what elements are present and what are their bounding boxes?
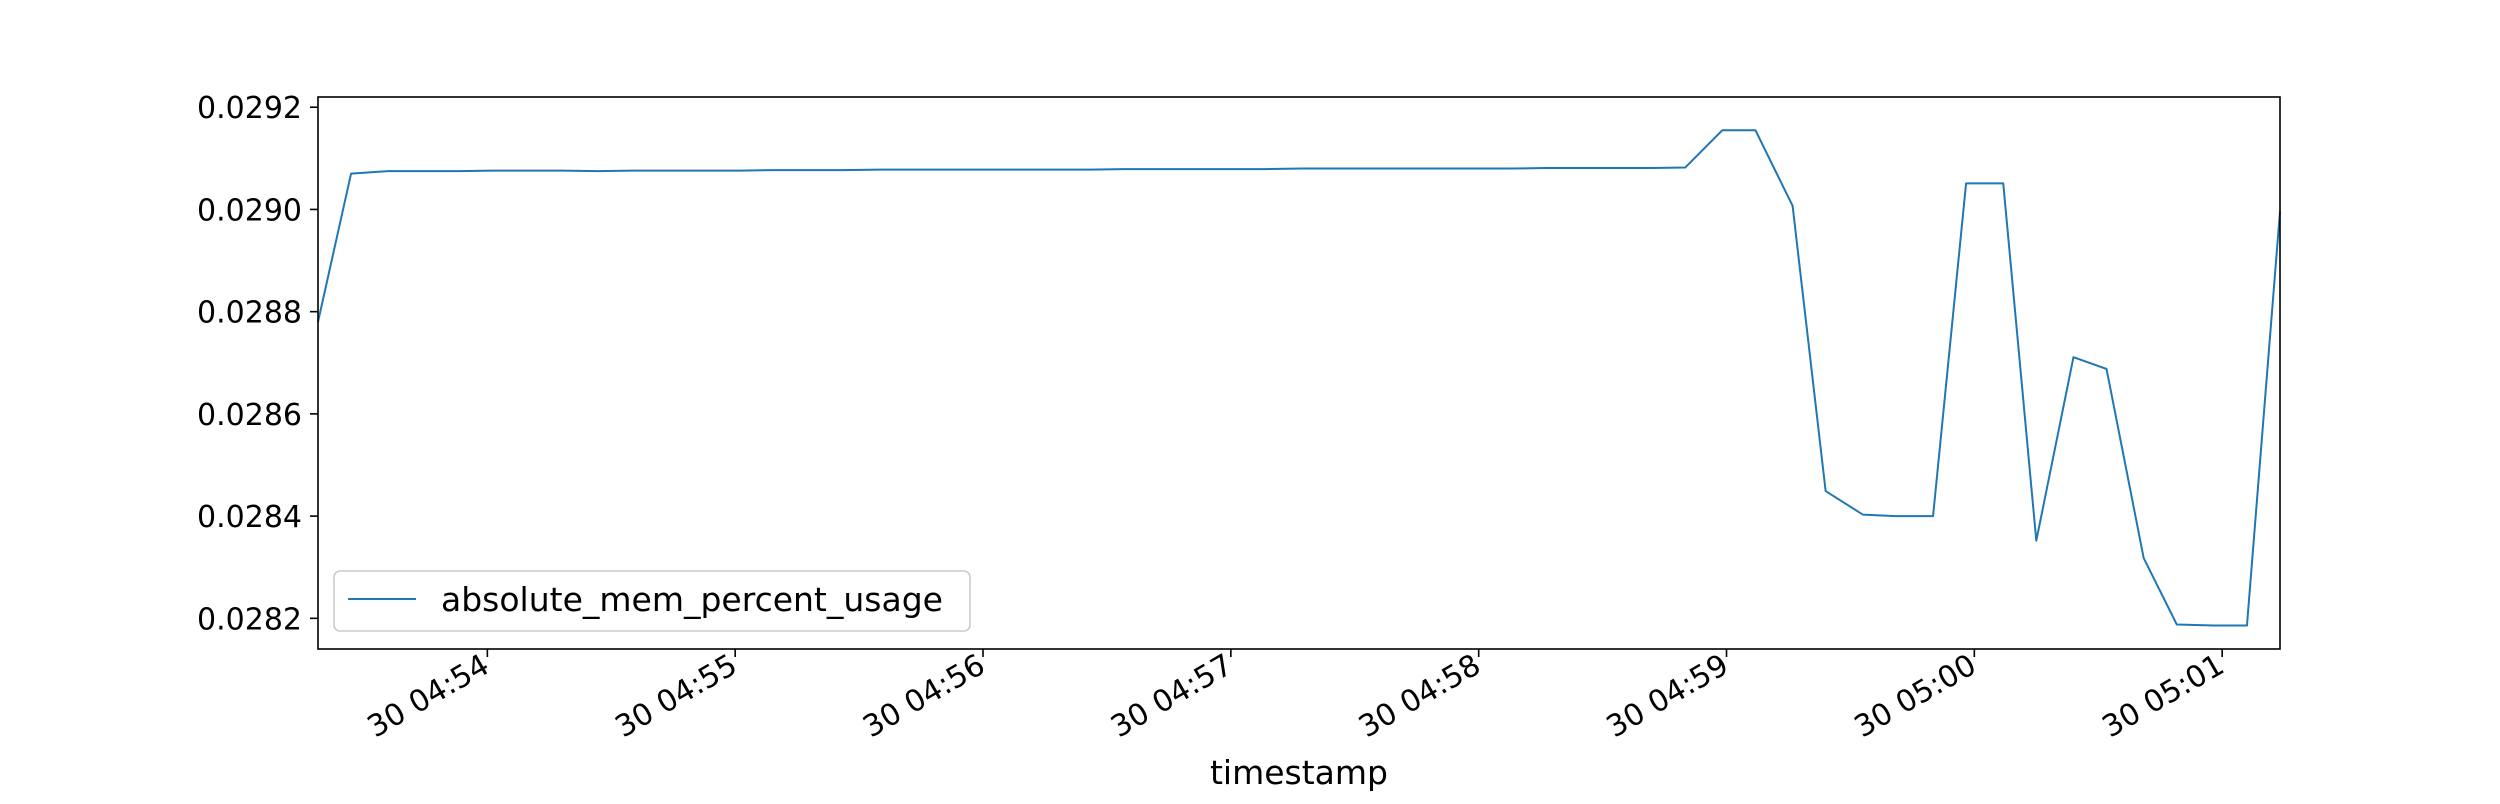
x-tick-label: 30 04:57 [1105,648,1239,745]
x-axis-label: timestamp [1210,753,1388,792]
y-tick-label: 0.0292 [197,91,302,126]
y-tick-label: 0.0290 [197,193,302,228]
x-tick-label: 30 04:55 [609,648,743,745]
x-tick-label: 30 05:01 [2096,648,2230,745]
x-tick-label: 30 04:59 [1601,648,1735,745]
legend-box [333,570,971,632]
x-tick-label: 30 04:56 [857,648,991,745]
y-tick-label: 0.0286 [197,398,302,433]
legend[interactable]: absolute_mem_percent_usage [333,570,971,632]
legend-entry-label: absolute_mem_percent_usage [441,580,943,619]
x-tick-label: 30 04:58 [1353,648,1487,745]
y-tick-label: 0.0288 [197,296,302,331]
plot-data-layer [317,129,2281,627]
x-tick-label: 30 05:00 [1849,648,1983,745]
y-tick-label: 0.0284 [197,500,302,535]
x-axis: 30 04:54 30 04:55 30 04:56 30 04:57 30 04:58… [362,648,2231,745]
x-tick-label: 30 04:54 [362,648,496,745]
plot-area-frame [317,96,2281,650]
y-axis: 0.0282 0.0284 0.0286 0.0288 0.0290 0.0292 [197,91,318,637]
series-line-absolute_mem_percent_usage [317,129,2281,627]
y-tick-label: 0.0282 [197,602,302,637]
